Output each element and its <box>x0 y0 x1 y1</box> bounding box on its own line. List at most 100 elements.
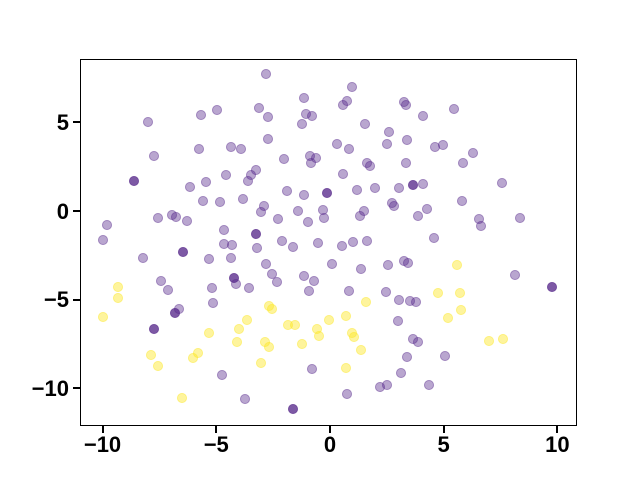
scatter-point-cluster-purple-dark <box>128 176 139 187</box>
scatter-point-cluster-purple <box>418 110 429 121</box>
scatter-point-cluster-purple <box>193 144 204 155</box>
scatter-point-cluster-purple <box>388 201 399 212</box>
scatter-point-cluster-purple <box>306 111 317 122</box>
scatter-point-cluster-yellow <box>340 311 351 322</box>
scatter-point-cluster-purple <box>138 252 149 263</box>
scatter-point-cluster-purple <box>396 367 407 378</box>
scatter-point-cluster-purple <box>510 270 521 281</box>
y-tick <box>73 298 80 301</box>
scatter-point-cluster-purple <box>336 240 347 251</box>
scatter-point-cluster-purple <box>393 295 404 306</box>
scatter-point-cluster-purple <box>359 119 370 130</box>
scatter-point-cluster-purple-dark <box>321 187 332 198</box>
scatter-point-cluster-purple <box>197 196 208 207</box>
y-tick-label: 0 <box>56 198 69 224</box>
scatter-point-cluster-purple <box>337 100 348 111</box>
scatter-point-cluster-purple <box>327 259 337 270</box>
scatter-point-cluster-purple <box>206 283 217 294</box>
scatter-point-cluster-purple <box>276 236 287 246</box>
scatter-point-cluster-purple <box>298 190 309 201</box>
scatter-point-cluster-yellow <box>204 327 215 338</box>
scatter-point-cluster-purple <box>358 206 369 217</box>
scatter-point-cluster-purple <box>227 240 238 251</box>
scatter-point-cluster-yellow <box>324 314 335 325</box>
scatter-point-cluster-purple <box>370 182 381 193</box>
scatter-point-cluster-purple <box>438 139 449 150</box>
scatter-point-cluster-purple <box>254 102 265 113</box>
scatter-point-cluster-purple <box>237 194 248 205</box>
scatter-point-cluster-purple <box>243 175 254 186</box>
scatter-point-cluster-purple <box>475 220 486 231</box>
scatter-point-cluster-purple <box>305 158 316 169</box>
scatter-point-cluster-yellow <box>455 305 466 315</box>
scatter-point-cluster-purple <box>296 119 307 130</box>
scatter-point-cluster-yellow <box>454 287 465 298</box>
scatter-point-cluster-yellow <box>97 312 108 323</box>
scatter-point-cluster-purple <box>219 225 230 235</box>
scatter-point-cluster-yellow <box>152 360 163 371</box>
scatter-point-cluster-purple <box>307 364 318 375</box>
scatter-point-cluster-purple <box>344 285 355 296</box>
scatter-point-cluster-yellow <box>348 332 359 343</box>
x-tick <box>442 425 445 433</box>
scatter-point-cluster-purple <box>401 99 412 110</box>
scatter-point-cluster-purple <box>272 214 283 224</box>
scatter-point-cluster-purple <box>244 283 255 294</box>
scatter-point-cluster-purple <box>410 296 421 307</box>
y-tick-label: 5 <box>56 109 69 135</box>
scatter-point-cluster-purple <box>239 394 250 405</box>
scatter-point-cluster-purple <box>263 134 274 144</box>
scatter-point-cluster-yellow <box>112 281 123 292</box>
scatter-point-cluster-purple <box>261 259 272 270</box>
scatter-point-cluster-purple <box>380 287 391 298</box>
scatter-point-cluster-purple <box>196 110 207 121</box>
scatter-point-cluster-purple <box>288 241 299 252</box>
scatter-point-cluster-purple <box>181 215 192 226</box>
scatter-point-cluster-purple <box>424 380 435 391</box>
scatter-point-cluster-purple <box>428 232 439 243</box>
scatter-point-cluster-purple <box>439 350 450 361</box>
scatter-point-cluster-yellow <box>433 287 444 298</box>
scatter-point-cluster-purple-dark <box>228 273 239 284</box>
scatter-point-cluster-yellow <box>266 303 277 314</box>
x-tick <box>215 425 218 433</box>
x-tick-label: −5 <box>203 432 229 457</box>
scatter-point-cluster-yellow <box>193 347 204 358</box>
scatter-point-cluster-purple <box>412 210 423 221</box>
scatter-point-cluster-purple <box>413 336 424 347</box>
scatter-point-cluster-purple <box>185 182 196 193</box>
scatter-point-cluster-yellow <box>241 314 252 325</box>
scatter-point-cluster-purple <box>383 127 394 138</box>
scatter-point-cluster-purple <box>356 264 367 275</box>
plot-area <box>80 59 577 426</box>
x-tick <box>328 425 331 433</box>
x-tick-label: −10 <box>83 432 122 457</box>
scatter-point-cluster-purple <box>347 82 358 93</box>
scatter-point-cluster-purple <box>221 169 232 180</box>
scatter-point-cluster-purple <box>456 195 467 206</box>
scatter-point-cluster-purple <box>348 236 359 247</box>
scatter-point-cluster-purple <box>309 275 320 286</box>
x-tick-label: 5 <box>437 432 450 457</box>
scatter-point-cluster-purple <box>458 157 468 168</box>
scatter-point-cluster-purple <box>261 69 272 80</box>
y-tick-label: −10 <box>31 375 69 401</box>
scatter-point-cluster-purple <box>153 212 163 223</box>
scatter-point-cluster-purple <box>279 153 289 164</box>
scatter-point-cluster-yellow <box>452 260 463 271</box>
scatter-point-cluster-purple <box>299 270 310 281</box>
scatter-point-cluster-yellow <box>176 393 187 403</box>
y-tick <box>73 210 80 213</box>
scatter-point-cluster-yellow <box>263 342 274 353</box>
scatter-point-cluster-purple <box>401 157 412 168</box>
scatter-point-cluster-purple <box>402 135 413 146</box>
scatter-point-cluster-purple <box>293 205 304 216</box>
scatter-point-cluster-yellow <box>355 345 366 356</box>
scatter-point-cluster-purple <box>212 105 223 116</box>
scatter-point-cluster-purple <box>313 237 324 248</box>
scatter-point-cluster-purple <box>102 219 113 230</box>
scatter-point-cluster-purple-dark <box>408 179 419 190</box>
scatter-point-cluster-purple <box>170 212 181 223</box>
scatter-point-cluster-purple <box>401 352 412 363</box>
scatter-point-cluster-purple <box>304 286 315 297</box>
